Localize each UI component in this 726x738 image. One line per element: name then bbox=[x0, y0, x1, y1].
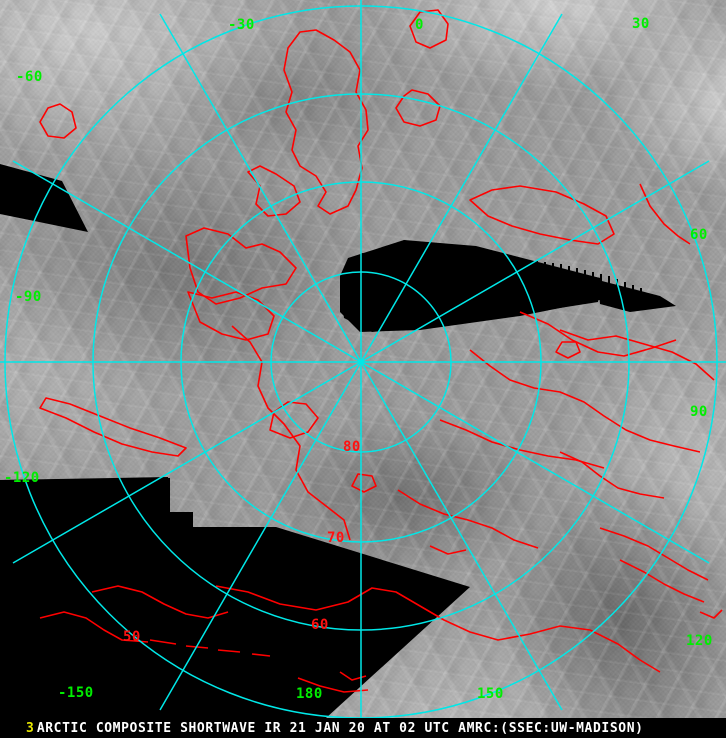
latitude-label-50: 50 bbox=[123, 629, 141, 645]
data-gap-lower-left-taper bbox=[180, 527, 470, 718]
meridian-m60 bbox=[12, 160, 362, 363]
longitude-label-180: 180 bbox=[296, 686, 323, 702]
meridian-30 bbox=[360, 13, 563, 363]
map-vector-overlay bbox=[0, 0, 726, 718]
data-gap-top-left bbox=[0, 164, 88, 232]
sequence-number: 3 bbox=[26, 720, 34, 736]
meridian-m120 bbox=[12, 361, 362, 564]
graticule-meridians bbox=[0, 0, 726, 718]
longitude-label-m30: -30 bbox=[228, 17, 255, 33]
caption-text: ARCTIC COMPOSITE SHORTWAVE IR 21 JAN 20 … bbox=[36, 720, 644, 736]
longitude-label-60: 60 bbox=[690, 227, 708, 243]
meridian-60 bbox=[360, 160, 710, 363]
meridian-150 bbox=[360, 361, 563, 711]
meridian-m30 bbox=[159, 13, 362, 363]
caption-bar: 3 ARCTIC COMPOSITE SHORTWAVE IR 21 JAN 2… bbox=[0, 718, 726, 738]
latitude-label-80: 80 bbox=[343, 439, 361, 455]
data-gap-central-wedge bbox=[340, 240, 676, 332]
meridian-120 bbox=[360, 361, 710, 564]
longitude-label-0: 0 bbox=[415, 17, 424, 33]
coastline-vectors bbox=[39, 9, 723, 693]
longitude-label-m150: -150 bbox=[58, 685, 94, 701]
meridian-m150 bbox=[159, 361, 362, 711]
data-gap-regions bbox=[0, 164, 470, 718]
longitude-label-90: 90 bbox=[690, 404, 708, 420]
longitude-label-m90: -90 bbox=[15, 289, 42, 305]
latitude-label-60: 60 bbox=[311, 617, 329, 633]
longitude-label-m120: -120 bbox=[4, 470, 40, 486]
longitude-label-150: 150 bbox=[477, 686, 504, 702]
longitude-label-30: 30 bbox=[632, 16, 650, 32]
longitude-label-m60: -60 bbox=[16, 69, 43, 85]
latitude-label-70: 70 bbox=[327, 530, 345, 546]
longitude-label-120: 120 bbox=[686, 633, 713, 649]
